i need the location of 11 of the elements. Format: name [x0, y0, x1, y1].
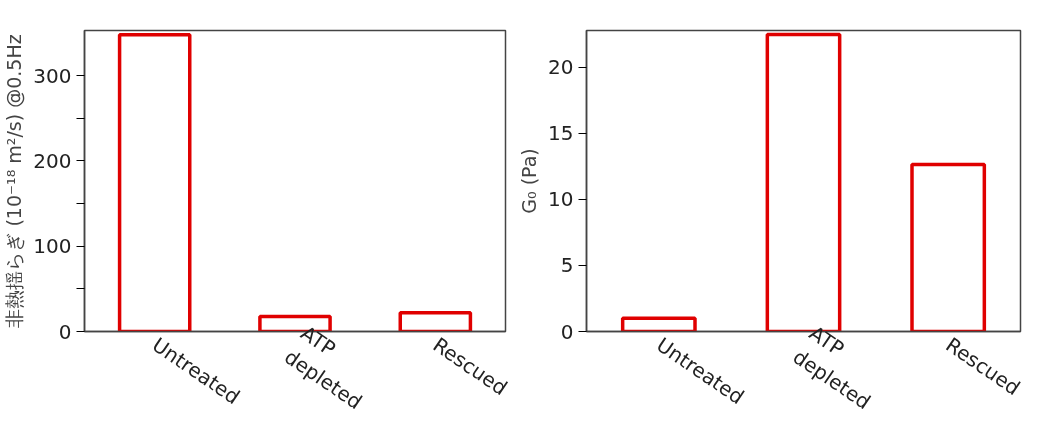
y-axis-title: G₀ (Pa) [518, 148, 541, 214]
y-tick-label: 10 [548, 187, 574, 212]
y-tick-label: 100 [33, 234, 72, 259]
y-tick-label: 0 [560, 319, 574, 344]
y-tick-label: 20 [548, 55, 574, 80]
y-axis-title: 非熱揺らぎ (10⁻¹⁸ m²/s) @0.5Hz [3, 34, 26, 328]
y-tick-label: 300 [33, 63, 72, 88]
y-tick-label: 200 [33, 148, 72, 173]
y-tick-label: 15 [548, 121, 574, 146]
y-tick-label: 5 [560, 253, 574, 278]
y-tick-label: 0 [58, 319, 72, 344]
